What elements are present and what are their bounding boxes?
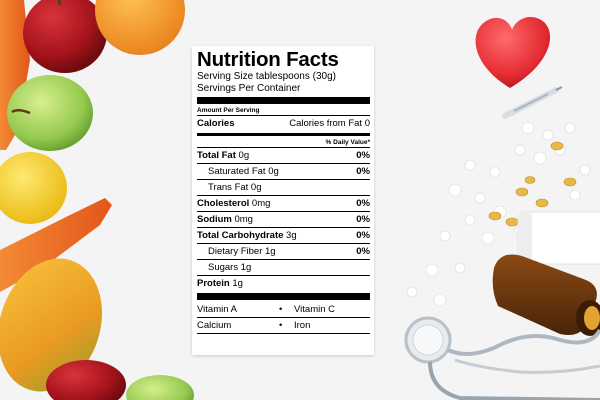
nutrient-label: Sugars 1g bbox=[208, 262, 252, 273]
divider bbox=[197, 163, 370, 164]
divider bbox=[197, 179, 370, 180]
nutrient-label: Sodium 0mg bbox=[197, 214, 253, 225]
servings-per-container: Servings Per Container bbox=[197, 83, 301, 94]
orange bbox=[95, 0, 185, 55]
divider bbox=[197, 115, 370, 116]
nutrient-label: Total Fat 0g bbox=[197, 150, 250, 161]
vitamin-row: Vitamin A • Vitamin C bbox=[197, 302, 370, 317]
divider bbox=[197, 333, 370, 334]
divider bbox=[197, 243, 370, 244]
nutrient-label: Trans Fat 0g bbox=[208, 182, 262, 193]
nutrient-row: Total Fat 0g 0% bbox=[197, 148, 370, 163]
daily-value: 0% bbox=[356, 230, 370, 241]
daily-value: 0% bbox=[356, 198, 370, 209]
syringe bbox=[502, 86, 563, 119]
vitamin-right: Iron bbox=[294, 320, 311, 331]
divider-thick bbox=[197, 97, 370, 104]
divider bbox=[197, 317, 370, 318]
daily-value: 0% bbox=[356, 214, 370, 225]
divider bbox=[197, 147, 370, 148]
nutrient-row: Sugars 1g bbox=[197, 260, 370, 275]
carrot-diagonal bbox=[0, 198, 112, 292]
lemon bbox=[0, 152, 67, 224]
calories-row: Calories Calories from Fat 0 bbox=[197, 116, 370, 131]
daily-value: 0% bbox=[356, 166, 370, 177]
nutrient-row: Saturated Fat 0g 0% bbox=[197, 164, 370, 179]
vitamin-left: Vitamin A bbox=[197, 304, 237, 315]
amount-per-serving: Amount Per Serving bbox=[197, 107, 260, 114]
papaya bbox=[0, 258, 102, 392]
nutrient-label: Saturated Fat 0g bbox=[208, 166, 279, 177]
daily-value-header: % Daily Value* bbox=[325, 139, 370, 146]
pill-container bbox=[517, 211, 600, 265]
vitamin-right: Vitamin C bbox=[294, 304, 336, 315]
heart-icon bbox=[475, 16, 551, 88]
stethoscope bbox=[404, 316, 600, 400]
nutrition-facts-label: Nutrition Facts Serving Size tablespoons… bbox=[192, 46, 374, 355]
divider bbox=[197, 211, 370, 212]
green-apple-bottom bbox=[126, 375, 194, 400]
calories-label: Calories bbox=[197, 118, 235, 129]
calories-from-fat: Calories from Fat 0 bbox=[289, 118, 370, 129]
nutrient-row: Total Carbohydrate 3g 0% bbox=[197, 228, 370, 243]
daily-value: 0% bbox=[356, 150, 370, 161]
nutrient-label: Cholesterol 0mg bbox=[197, 198, 271, 209]
serving-size: Serving Size tablespoons (30g) bbox=[197, 71, 336, 82]
nutrient-row: Sodium 0mg 0% bbox=[197, 212, 370, 227]
divider-thick bbox=[197, 293, 370, 300]
nutrient-label: Total Carbohydrate 3g bbox=[197, 230, 297, 241]
divider bbox=[197, 259, 370, 260]
nutrient-row: Cholesterol 0mg 0% bbox=[197, 196, 370, 211]
nutrient-label: Dietary Fiber 1g bbox=[208, 246, 276, 257]
brown-bottle bbox=[492, 254, 600, 336]
vitamin-bullet: • bbox=[279, 304, 283, 315]
nutrient-row: Dietary Fiber 1g 0% bbox=[197, 244, 370, 259]
nutrient-row: Trans Fat 0g bbox=[197, 180, 370, 195]
vitamin-left: Calcium bbox=[197, 320, 232, 331]
pills bbox=[406, 121, 591, 307]
label-title: Nutrition Facts bbox=[197, 48, 339, 71]
nutrient-row: Protein 1g bbox=[197, 276, 370, 291]
red-apple-bottom bbox=[46, 360, 126, 400]
divider bbox=[197, 275, 370, 276]
nutrient-label: Protein 1g bbox=[197, 278, 243, 289]
daily-value: 0% bbox=[356, 246, 370, 257]
red-apple-top bbox=[23, 0, 107, 73]
gel-capsules bbox=[488, 141, 577, 227]
divider-mid bbox=[197, 133, 370, 136]
green-apple bbox=[7, 75, 93, 151]
vitamin-bullet: • bbox=[279, 320, 283, 331]
vitamin-row: Calcium • Iron bbox=[197, 318, 370, 333]
nutrient-rows: Total Fat 0g 0% Saturated Fat 0g 0% Trans Fa… bbox=[197, 148, 370, 291]
divider bbox=[197, 195, 370, 196]
divider bbox=[197, 227, 370, 228]
